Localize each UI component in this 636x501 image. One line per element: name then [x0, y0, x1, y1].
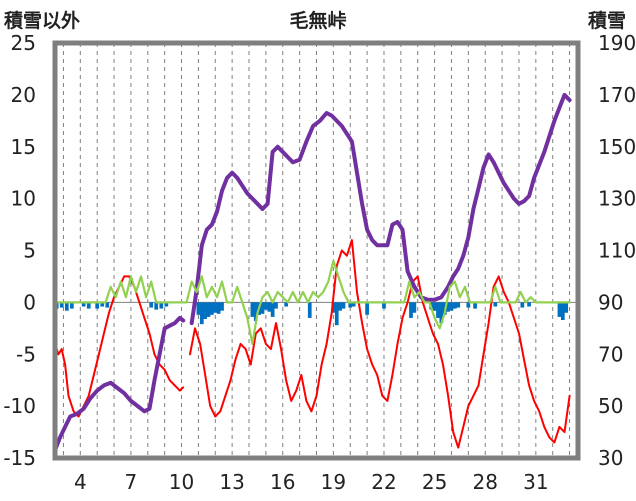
temperature-line-segment-2: [189, 239, 571, 449]
precip-bar-54: [527, 302, 531, 307]
precip-bar-53: [520, 302, 525, 308]
y-left-tick-label: -10: [3, 394, 36, 418]
left-axis-label: 積雪以外: [4, 9, 80, 32]
y-axis-left: 25 20 15 10 5 0 -5 -10 -15: [3, 31, 36, 470]
precip-bar-46: [446, 302, 450, 312]
precip-bar-17: [210, 302, 214, 315]
x-axis: 4 7 10 13 16 19 22 25 28 31: [74, 470, 549, 494]
precip-bar-55: [557, 302, 562, 317]
x-tick-label: 22: [371, 470, 396, 494]
precip-bar-13: [196, 302, 201, 315]
x-tick-label: 19: [321, 470, 346, 494]
precip-bar-48: [452, 302, 457, 309]
y-left-tick-label: 15: [11, 135, 36, 159]
chart-title: 毛無峠: [289, 9, 346, 32]
y-right-tick-label: 50: [598, 394, 623, 418]
precip-bar-30: [307, 302, 312, 318]
precipitation-bars: [54, 302, 569, 326]
precip-bar-3: [70, 302, 74, 309]
y-left-tick-label: 20: [11, 83, 36, 107]
precip-bar-42: [432, 302, 437, 311]
precip-bar-57: [564, 302, 569, 313]
precip-bar-14: [199, 302, 204, 325]
snow_depth-line: [53, 315, 186, 453]
precip-bar-44: [439, 302, 444, 324]
y-right-tick-label: 130: [598, 187, 636, 211]
precip-bar-1: [59, 302, 64, 308]
precip-bar-37: [365, 302, 369, 315]
precip-bar-11: [159, 302, 164, 309]
precip-bar-4: [81, 302, 86, 307]
x-tick-label: 4: [74, 470, 87, 494]
precip-bar-22: [253, 302, 258, 322]
precip-bar-15: [203, 302, 208, 319]
precip-bar-36: [351, 302, 356, 307]
precip-bar-52: [493, 302, 498, 307]
precip-bar-20: [220, 302, 224, 311]
precip-bar-35: [348, 302, 353, 308]
precip-bar-51: [473, 302, 477, 309]
y-axis-right: 190 170 150 130 110 90 70 50 30: [598, 31, 636, 470]
precip-bar-50: [466, 302, 471, 308]
precip-bar-38: [382, 302, 386, 309]
x-tick-label: 28: [472, 470, 497, 494]
x-tick-label: 10: [169, 470, 194, 494]
y-left-tick-label: -15: [3, 446, 36, 470]
x-tick-label: 31: [523, 470, 548, 494]
precip-bar-7: [100, 302, 105, 307]
y-left-tick-label: 25: [11, 31, 36, 55]
y-right-tick-label: 170: [598, 83, 636, 107]
right-axis-label: 積雪: [588, 9, 626, 32]
precip-bar-5: [86, 302, 91, 309]
precip-bar-9: [149, 302, 154, 308]
y-left-tick-label: -5: [16, 342, 36, 366]
y-left-tick-label: 5: [23, 239, 36, 263]
y-left-tick-label: 0: [23, 290, 36, 314]
precip-bar-49: [456, 302, 461, 308]
y-right-tick-label: 150: [598, 135, 636, 159]
precip-bar-18: [213, 302, 218, 313]
precip-bar-16: [206, 302, 211, 317]
y-right-tick-label: 30: [598, 446, 623, 470]
precip-bar-32: [334, 302, 339, 326]
plot-frame: [52, 40, 581, 461]
x-tick-label: 13: [219, 470, 244, 494]
sunshine-line: [53, 259, 571, 345]
precip-bar-29: [284, 302, 288, 307]
precip-bar-47: [449, 302, 454, 311]
y-right-tick-label: 90: [598, 290, 623, 314]
precip-bar-6: [95, 302, 100, 309]
temperature-line: [54, 275, 185, 418]
precip-bar-19: [216, 302, 221, 314]
precip-bar-21: [250, 302, 255, 317]
precip-bar-39: [409, 302, 413, 318]
x-tick-label: 7: [125, 470, 138, 494]
precip-bar-8: [105, 302, 110, 308]
y-right-tick-label: 110: [598, 239, 636, 263]
y-right-tick-label: 190: [598, 31, 636, 55]
precip-bar-26: [267, 302, 272, 312]
precip-bar-10: [154, 302, 159, 310]
precip-bar-33: [338, 302, 342, 311]
precip-bar-28: [274, 302, 278, 309]
y-right-tick-label: 70: [598, 342, 623, 366]
precip-bar-34: [341, 302, 346, 309]
x-tick-label: 16: [270, 470, 295, 494]
precip-bar-40: [412, 302, 417, 313]
x-tick-label: 25: [422, 470, 447, 494]
precip-bar-12: [164, 302, 169, 307]
precip-bar-25: [264, 302, 268, 310]
precip-bar-56: [560, 302, 565, 321]
y-left-tick-label: 10: [11, 187, 36, 211]
snow_depth-line-segment-2: [189, 92, 572, 326]
precip-bar-27: [270, 302, 275, 317]
series-lines: [53, 92, 572, 453]
precip-bar-31: [331, 302, 336, 313]
precip-bar-24: [260, 302, 265, 314]
precip-bar-43: [436, 302, 440, 318]
precip-bar-2: [64, 302, 69, 311]
